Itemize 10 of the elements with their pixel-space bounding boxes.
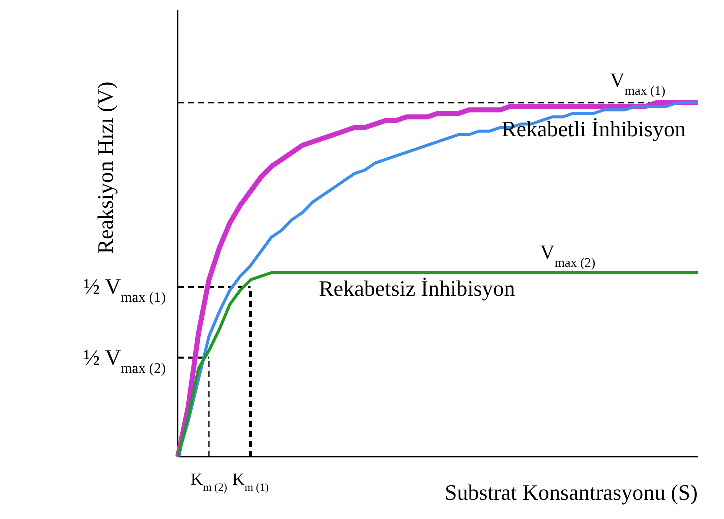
y-axis-title: Reaksiyon Hızı (V) (93, 82, 118, 254)
x-tick-label: K$_{m (1)}$ (232, 470, 270, 494)
x-axis-title: Substrat Konsantrasyonu (S) (445, 480, 698, 505)
ref-line-label: V$_{max (1)}$ (610, 70, 666, 98)
series-label: Rekabetsiz İnhibisyon (319, 276, 516, 301)
ref-line-label: ½ V$_{max (1)}$ (84, 274, 166, 306)
series-label: Rekabetli İnhibisyon (502, 116, 686, 142)
x-tick-label: K$_{m (2)}$ (190, 470, 228, 494)
annotation: V$_{max (2)}$ (540, 242, 596, 270)
ref-line-label: ½ V$_{max (2)}$ (84, 344, 166, 377)
